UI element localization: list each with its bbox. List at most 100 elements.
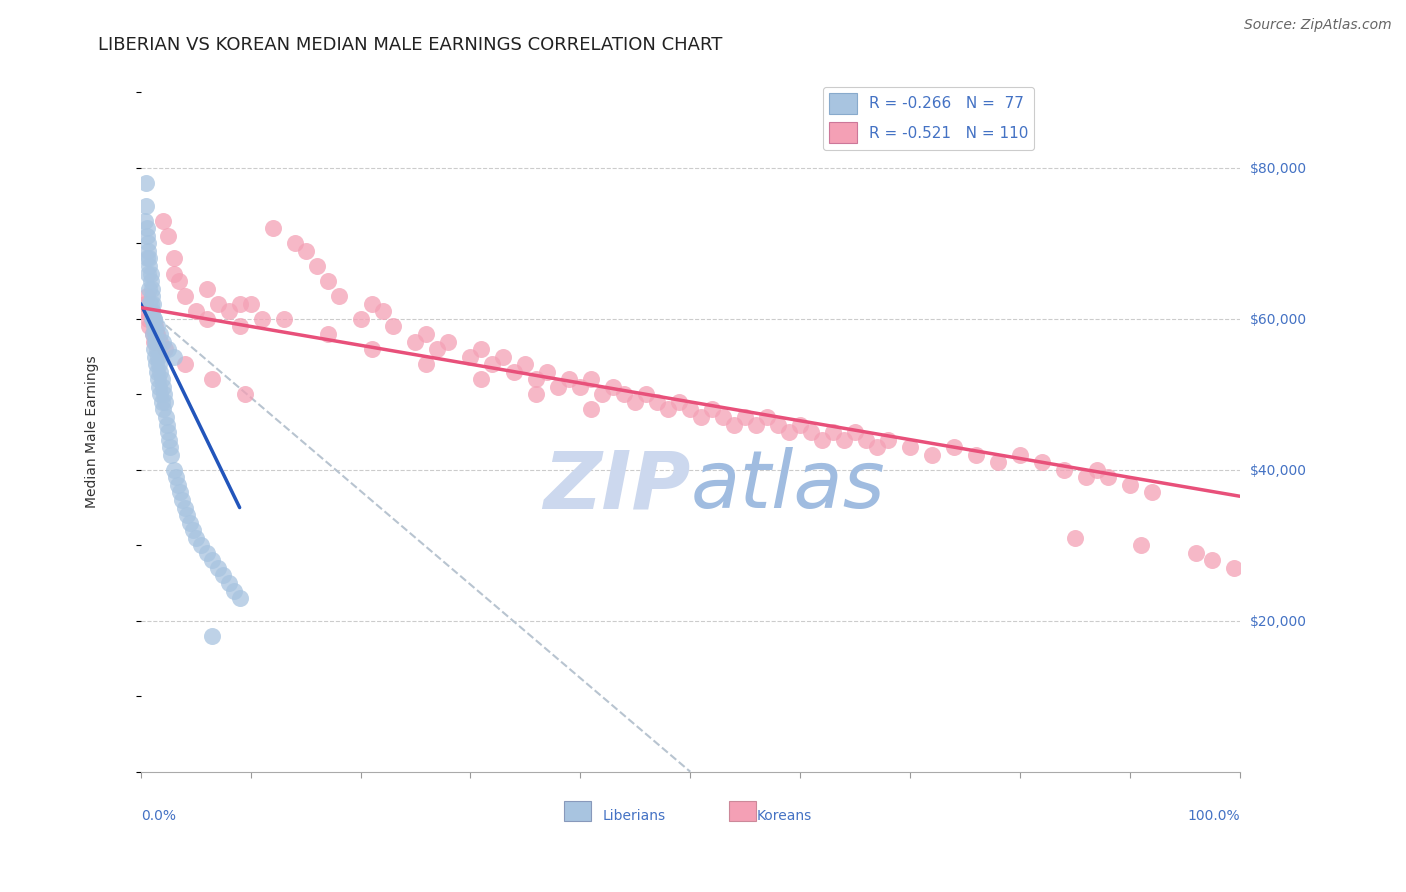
Point xyxy=(167,478,190,492)
Legend: R = -0.266   N =  77, R = -0.521   N = 110: R = -0.266 N = 77, R = -0.521 N = 110 xyxy=(823,87,1035,150)
Point xyxy=(153,395,176,409)
Point xyxy=(142,311,165,326)
Point xyxy=(943,440,966,454)
Point xyxy=(141,289,163,303)
Bar xyxy=(564,801,592,822)
Point xyxy=(360,342,382,356)
Point xyxy=(156,417,179,432)
Point xyxy=(195,311,218,326)
Point xyxy=(160,448,183,462)
Point xyxy=(134,213,156,227)
Point xyxy=(136,289,159,303)
Point xyxy=(143,326,166,341)
Point xyxy=(711,409,734,424)
Point xyxy=(149,326,172,341)
Point xyxy=(141,311,163,326)
Point xyxy=(811,433,834,447)
Point xyxy=(142,334,165,349)
Point xyxy=(138,282,160,296)
Point xyxy=(136,228,159,243)
Point xyxy=(866,440,889,454)
Point xyxy=(148,357,170,371)
Point xyxy=(426,342,449,356)
Point xyxy=(349,311,371,326)
Point xyxy=(415,326,437,341)
Point xyxy=(613,387,636,401)
Point xyxy=(139,297,162,311)
Point xyxy=(136,252,159,266)
Point xyxy=(470,372,492,386)
Point xyxy=(536,365,558,379)
Point xyxy=(898,440,921,454)
Point xyxy=(146,319,169,334)
Point xyxy=(190,538,212,552)
Point xyxy=(138,297,160,311)
Point xyxy=(165,470,187,484)
Point xyxy=(135,304,157,318)
Point xyxy=(179,516,201,530)
Point xyxy=(1053,463,1076,477)
Text: Liberians: Liberians xyxy=(602,809,665,823)
Text: 100.0%: 100.0% xyxy=(1187,809,1240,823)
Point xyxy=(139,274,162,288)
Point xyxy=(138,267,160,281)
Point xyxy=(228,319,250,334)
Point xyxy=(136,221,159,235)
Point xyxy=(415,357,437,371)
Point xyxy=(142,311,165,326)
Point xyxy=(135,176,157,190)
Point xyxy=(173,357,195,371)
Point xyxy=(142,326,165,341)
Point xyxy=(149,365,172,379)
Point xyxy=(138,236,160,251)
Point xyxy=(515,357,537,371)
Point xyxy=(316,274,339,288)
Text: Source: ZipAtlas.com: Source: ZipAtlas.com xyxy=(1244,18,1392,32)
Point xyxy=(1031,455,1053,469)
Point xyxy=(138,319,160,334)
Point xyxy=(645,395,668,409)
Point xyxy=(624,395,647,409)
Point xyxy=(1185,546,1208,560)
Point xyxy=(138,252,160,266)
Point xyxy=(207,561,229,575)
Point xyxy=(262,221,284,235)
Point xyxy=(294,244,316,258)
Point xyxy=(1008,448,1031,462)
Point xyxy=(636,387,658,401)
Point xyxy=(382,319,405,334)
Point xyxy=(305,259,328,273)
Point xyxy=(152,334,174,349)
Point xyxy=(157,228,180,243)
Point xyxy=(167,274,190,288)
Point xyxy=(176,508,198,522)
Point xyxy=(503,365,526,379)
Point xyxy=(150,372,173,386)
Point xyxy=(152,213,174,227)
Point xyxy=(668,395,690,409)
Point xyxy=(201,629,224,643)
Point xyxy=(142,319,165,334)
Point xyxy=(1201,553,1223,567)
Point xyxy=(228,297,250,311)
Bar xyxy=(728,801,756,822)
Point xyxy=(316,326,339,341)
Point xyxy=(591,387,613,401)
Point xyxy=(148,350,170,364)
Point xyxy=(155,409,177,424)
Point xyxy=(987,455,1010,469)
Text: 0.0%: 0.0% xyxy=(141,809,176,823)
Point xyxy=(169,485,191,500)
Point xyxy=(558,372,581,386)
Point xyxy=(145,357,167,371)
Point xyxy=(184,304,207,318)
Point xyxy=(173,500,195,515)
Point xyxy=(163,267,186,281)
Point xyxy=(233,387,256,401)
Point xyxy=(569,380,592,394)
Text: Median Male Earnings: Median Male Earnings xyxy=(84,356,98,508)
Point xyxy=(844,425,866,439)
Point xyxy=(152,402,174,417)
Point xyxy=(800,425,823,439)
Point xyxy=(581,402,603,417)
